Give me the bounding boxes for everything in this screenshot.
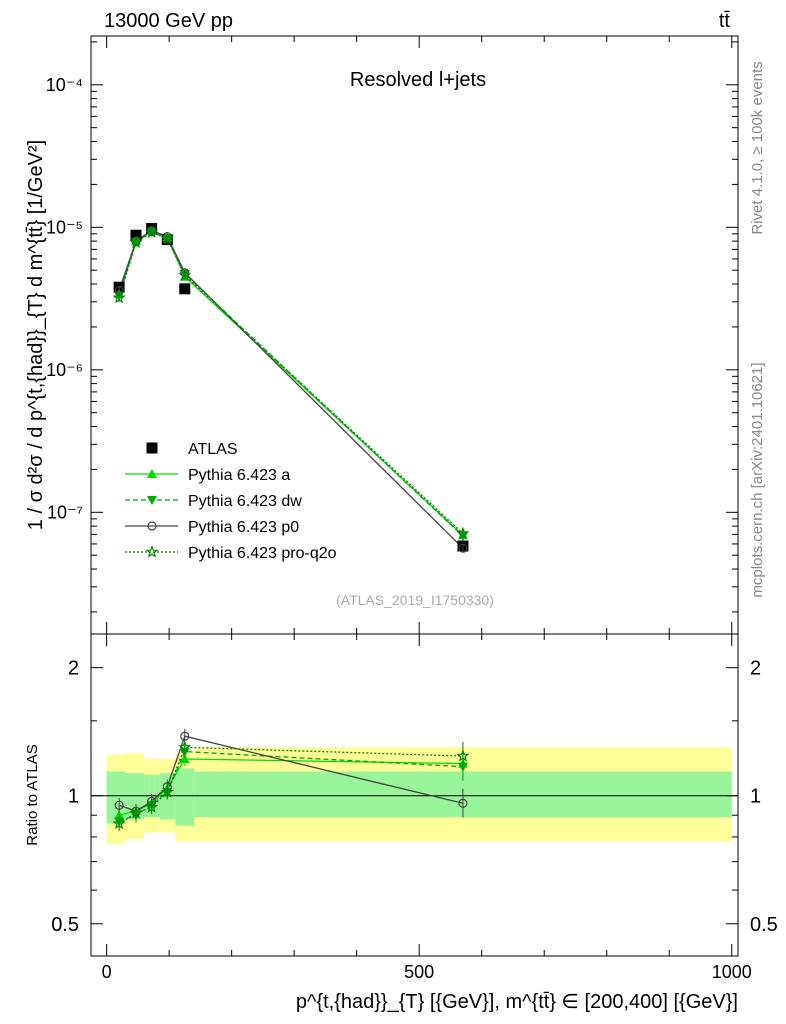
data-point: [112, 290, 126, 304]
data-point: [458, 543, 468, 553]
y-tick-label: 0.5: [51, 914, 79, 936]
data-point: [179, 283, 191, 295]
legend-marker: [145, 545, 159, 558]
ratio-point: [114, 800, 124, 810]
x-tick-label: 500: [404, 962, 434, 982]
data-point: [129, 235, 143, 249]
y-tick-label: 1: [68, 786, 79, 808]
legend-marker: [146, 442, 158, 454]
ratio-point: [458, 798, 468, 808]
x-tick-label: 0: [102, 962, 112, 982]
main-ylabel: 1 / σ d²σ / d p^{t,{had}}_{T} d m^{tt̄} …: [25, 140, 47, 530]
main-panel: 10⁻⁷ 10⁻⁶ 10⁻⁵ 10⁻⁴ Resolved l+jets (ATLAS_…: [25, 35, 739, 635]
series-line: [118, 230, 464, 536]
ratio-markers: [112, 728, 470, 831]
y-tick-label: 0.5: [750, 914, 778, 936]
legend-label: Pythia 6.423 a: [188, 467, 290, 484]
band-inner: [125, 773, 145, 820]
mcplots-label: mcplots.cern.ch [arXiv:2401.10621]: [749, 362, 766, 597]
data-point: [130, 229, 142, 241]
legend-marker: [147, 521, 157, 531]
main-curves: [118, 229, 464, 549]
ratio-point: [129, 806, 143, 819]
ratio-line: [118, 750, 463, 823]
ratio-ylabel: Ratio to ATLAS: [24, 744, 41, 845]
legend-marker: [147, 469, 157, 478]
legend-label: Pythia 6.423 pro-q2o: [188, 545, 337, 562]
x-tick-label: 1000: [712, 962, 752, 982]
legend-marker: [147, 496, 157, 505]
band-inner: [106, 771, 126, 824]
ratio-point: [145, 800, 159, 813]
y-tick-label: 10⁻⁶: [46, 360, 83, 380]
ratio-panel: 0 500 1000 0.5 0.5 1 1 2 2 Ratio to ATLAS p^{t,{…: [24, 633, 778, 1013]
series-line: [118, 231, 464, 537]
data-point: [160, 231, 174, 245]
legend-label: Pythia 6.423 p0: [188, 519, 299, 536]
legend: ATLAS Pythia 6.423 a Pythia 6.423 dw Pythia…: [125, 441, 337, 562]
ratio-axis-ticks: 0 500 1000 0.5 0.5 1 1 2 2: [51, 634, 778, 982]
ratio-point: [178, 740, 192, 753]
y-tick-label: 1: [750, 786, 761, 808]
main-markers: [112, 223, 470, 553]
analysis-label: (ATLAS_2019_I1750330): [336, 592, 494, 608]
y-tick-label: 10⁻⁵: [46, 217, 83, 237]
series-line: [118, 231, 464, 534]
band-inner: [175, 768, 195, 826]
y-tick-label: 2: [750, 658, 761, 680]
ratio-point: [456, 749, 470, 762]
y-tick-label: 2: [68, 658, 79, 680]
x-axis-label: p^{t,{had}}_{T} [{GeV}], m^{tt̄} ∈ [200,…: [296, 991, 738, 1013]
ratio-point: [112, 816, 126, 830]
beam-label: 13000 GeV pp: [104, 10, 233, 32]
y-tick-label: 10⁻⁴: [46, 75, 83, 95]
process-label: tt̄: [719, 10, 731, 32]
legend-label: Pythia 6.423 dw: [188, 493, 302, 510]
ratio-frame: [90, 633, 739, 957]
ratio-point: [160, 785, 174, 798]
ratio-line: [118, 735, 464, 812]
data-point: [456, 526, 470, 540]
chart-title: Resolved l+jets: [350, 69, 486, 91]
legend-label: ATLAS: [188, 441, 238, 458]
main-axis-ticks: 10⁻⁷ 10⁻⁶ 10⁻⁵ 10⁻⁴: [46, 36, 738, 634]
data-point: [145, 225, 159, 239]
y-tick-label: 10⁻⁷: [47, 502, 83, 522]
data-point: [178, 268, 192, 281]
rivet-label: Rivet 4.1.0, ≥ 100k events: [749, 61, 766, 234]
